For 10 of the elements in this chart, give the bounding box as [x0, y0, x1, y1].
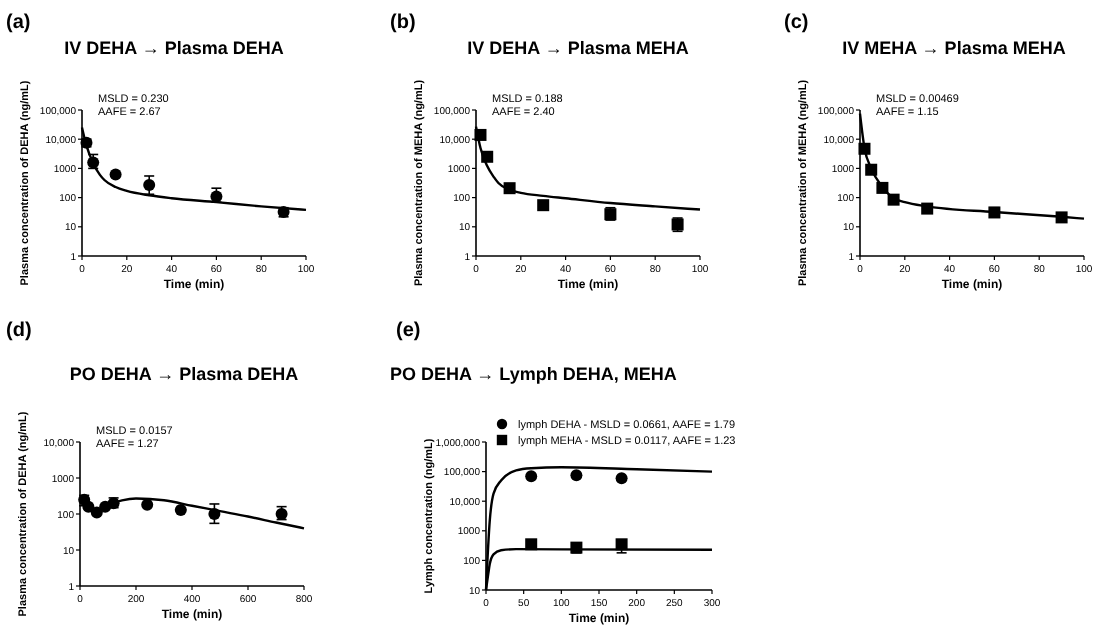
chart-title: PO DEHA → Plasma DEHA — [69, 364, 300, 384]
chart-title: IV DEHA → Plasma DEHA — [64, 38, 285, 58]
text: (d) — [6, 320, 32, 342]
chart-title: PO DEHA → Lymph DEHA, MEHA — [390, 364, 678, 384]
text: (a) — [6, 12, 31, 34]
text: (b) — [390, 12, 416, 34]
text: (c) — [784, 12, 809, 34]
chart-title: IV MEHA → Plasma MEHA — [842, 38, 1067, 58]
text: (e) — [396, 320, 421, 342]
chart-title: IV DEHA → Plasma MEHA — [467, 38, 690, 58]
